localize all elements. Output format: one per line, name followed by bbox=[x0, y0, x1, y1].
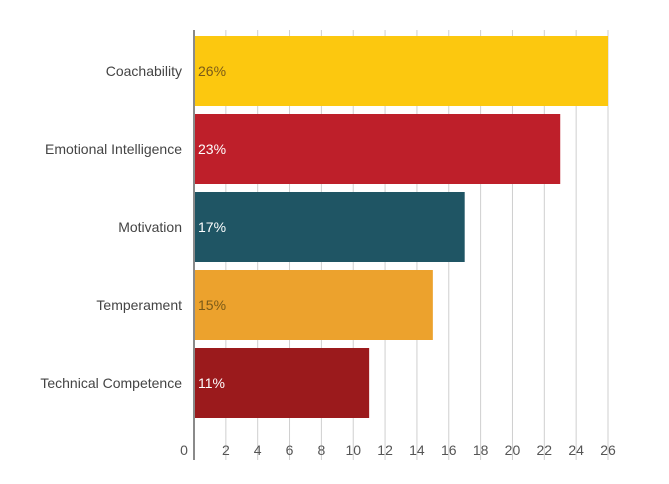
x-tick-label: 24 bbox=[568, 442, 584, 458]
x-tick-label: 6 bbox=[286, 442, 294, 458]
x-tick-labels: 0 2 4 6 8 10 12 14 16 18 20 22 24 26 bbox=[180, 442, 616, 458]
x-tick-label: 8 bbox=[317, 442, 325, 458]
category-label: Temperament bbox=[96, 297, 182, 313]
category-labels: Coachability Emotional Intelligence Motiva… bbox=[40, 63, 182, 391]
data-label: 26% bbox=[198, 63, 226, 79]
bar bbox=[194, 36, 608, 106]
x-tick-label: 26 bbox=[600, 442, 616, 458]
x-tick-label: 14 bbox=[409, 442, 425, 458]
data-label: 11% bbox=[198, 375, 225, 391]
x-tick-label: 12 bbox=[377, 442, 393, 458]
x-tick-label: 16 bbox=[441, 442, 457, 458]
bar bbox=[194, 192, 465, 262]
category-label: Emotional Intelligence bbox=[45, 141, 182, 157]
x-tick-label: 2 bbox=[222, 442, 230, 458]
bars: 26% 23% 17% 15% 11% bbox=[194, 36, 608, 418]
category-label: Motivation bbox=[118, 219, 182, 235]
x-tick-label: 0 bbox=[180, 442, 188, 458]
x-tick-label: 4 bbox=[254, 442, 262, 458]
x-tick-label: 18 bbox=[473, 442, 489, 458]
bar bbox=[194, 348, 370, 418]
bar bbox=[194, 270, 433, 340]
data-label: 17% bbox=[198, 219, 226, 235]
category-label: Coachability bbox=[106, 63, 182, 79]
x-tick-label: 22 bbox=[537, 442, 553, 458]
data-label: 15% bbox=[198, 297, 226, 313]
x-tick-label: 10 bbox=[345, 442, 361, 458]
bar bbox=[194, 114, 561, 184]
data-label: 23% bbox=[198, 141, 226, 157]
x-tick-label: 20 bbox=[505, 442, 521, 458]
category-label: Technical Competence bbox=[40, 375, 182, 391]
